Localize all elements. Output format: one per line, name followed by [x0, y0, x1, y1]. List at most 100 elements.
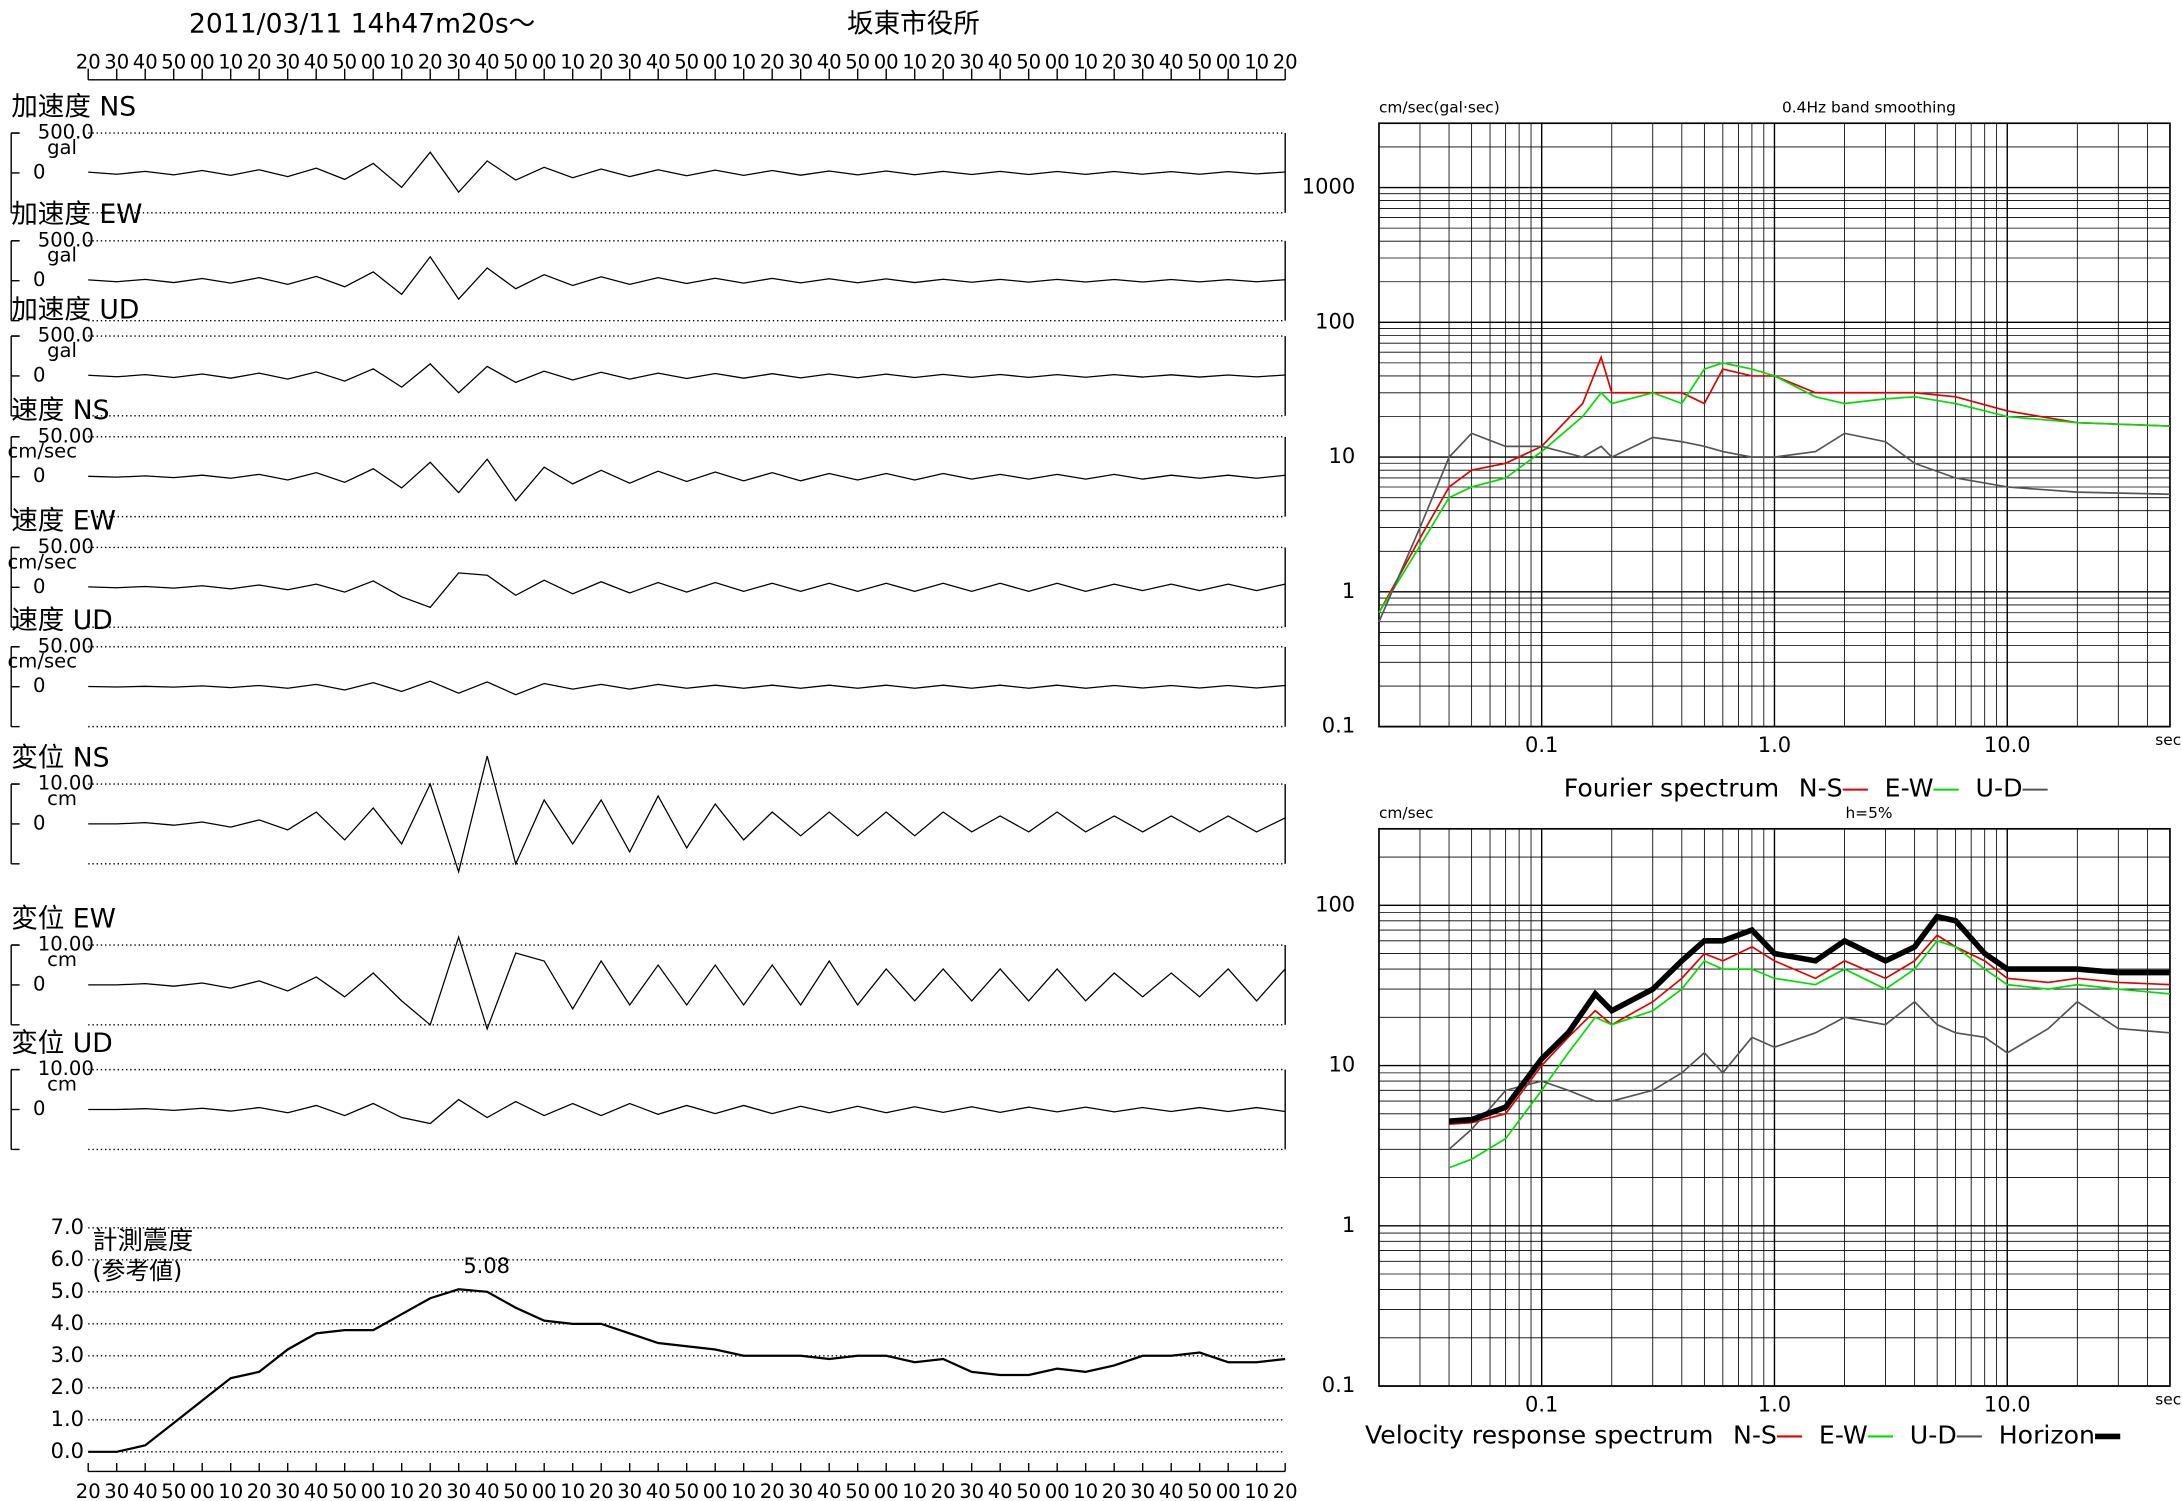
x-tick-label: 20	[247, 1480, 272, 1501]
y-tick-label: 100	[1315, 892, 1355, 916]
x-tick-label: 30	[959, 1480, 984, 1501]
x-tick-label: 50	[503, 1480, 528, 1501]
x-tick-label: 20	[931, 51, 956, 74]
x-axis-label: sec	[2155, 1391, 2181, 1409]
x-tick-label: 30	[1130, 1480, 1155, 1501]
unit-label: cm/sec	[8, 650, 77, 673]
x-tick-label: 20	[589, 1480, 614, 1501]
y-tick-label: 0	[33, 268, 45, 291]
waveform-line	[88, 934, 1286, 1031]
x-tick-label: 50	[332, 51, 357, 74]
spectrum-line	[1378, 362, 2170, 614]
peak-label: 5.08	[463, 1254, 510, 1278]
x-tick-label: 10	[731, 51, 756, 74]
y-tick-label: 50.00	[38, 424, 94, 447]
unit-label: cm	[47, 948, 77, 971]
x-tick-label: 30	[959, 51, 984, 74]
x-tick-label: 10	[902, 1480, 927, 1501]
x-tick-label: 50	[1016, 1480, 1041, 1501]
x-tick-label: 40	[304, 1480, 329, 1501]
legend-title: Fourier spectrum	[1564, 774, 1779, 803]
x-tick-label: 20	[418, 51, 443, 74]
legend-label: U-D	[1910, 1420, 1957, 1449]
y-tick-label: 0	[33, 1097, 45, 1120]
x-tick-label: 0.1	[1525, 733, 1558, 757]
x-tick-label: 40	[1159, 51, 1184, 74]
y-tick-label: 0.0	[51, 1439, 84, 1463]
spectrum-line	[1378, 432, 2170, 623]
x-tick-label: 30	[617, 1480, 642, 1501]
x-tick-label: 00	[532, 1480, 557, 1501]
x-tick-label: 40	[1159, 1480, 1184, 1501]
trace-label: 加速度 UD	[11, 294, 139, 325]
x-tick-label: 20	[247, 51, 272, 74]
trace-label: 加速度 EW	[11, 199, 142, 230]
x-tick-label: 40	[988, 1480, 1013, 1501]
spectrum-line	[1448, 939, 2171, 1169]
x-tick-label: 00	[874, 51, 899, 74]
x-tick-label: 50	[1187, 1480, 1212, 1501]
station-name: 坂東市役所	[847, 9, 980, 40]
x-tick-label: 20	[1102, 51, 1127, 74]
x-tick-label: 10	[1073, 51, 1098, 74]
x-tick-label: 00	[190, 51, 215, 74]
x-tick-label: 50	[845, 1480, 870, 1501]
x-tick-label: 30	[275, 51, 300, 74]
unit-label: gal	[47, 136, 77, 159]
y-tick-label: 5.0	[51, 1279, 84, 1303]
unit-label: cm	[47, 787, 77, 810]
y-tick-label: 0	[33, 811, 45, 834]
x-tick-label: 00	[874, 1480, 899, 1501]
y-tick-label: 0.1	[1322, 1373, 1355, 1397]
spectrum-line	[1378, 354, 2170, 614]
x-tick-label: 50	[1016, 51, 1041, 74]
x-tick-label: 00	[361, 51, 386, 74]
x-tick-label: 10	[1244, 1480, 1269, 1501]
waveform-line	[88, 151, 1286, 194]
spectrum-line	[1448, 1000, 2171, 1150]
y-tick-label: 3.0	[51, 1343, 84, 1367]
x-tick-label: 50	[674, 51, 699, 74]
y-tick-label: 1000	[1302, 175, 1355, 199]
y-tick-label: 0	[33, 674, 45, 697]
chart-title: 計測震度	[92, 1226, 193, 1255]
x-tick-label: 30	[104, 1480, 129, 1501]
x-tick-label: 30	[1130, 51, 1155, 74]
x-tick-label: 30	[446, 51, 471, 74]
x-tick-label: 20	[418, 1480, 443, 1501]
legend-label: N-S	[1733, 1420, 1777, 1449]
y-tick-label: 0	[33, 363, 45, 386]
y-tick-label: 10	[1328, 444, 1355, 468]
waveform-line	[88, 255, 1286, 301]
trace-label: 変位 NS	[11, 742, 109, 773]
waveform-line	[88, 458, 1286, 502]
x-tick-label: 20	[760, 1480, 785, 1501]
legend-label: Horizon	[1999, 1420, 2095, 1449]
x-tick-label: 50	[161, 51, 186, 74]
x-tick-label: 30	[788, 1480, 813, 1501]
y-tick-label: 10.00	[38, 1057, 94, 1080]
x-tick-label: 20	[1273, 1480, 1298, 1501]
x-tick-label: 40	[817, 1480, 842, 1501]
y-tick-label: 50.00	[38, 535, 94, 558]
x-tick-label: 10	[1244, 51, 1269, 74]
x-tick-label: 10	[389, 1480, 414, 1501]
x-tick-label: 20	[1273, 51, 1298, 74]
x-tick-label: 1.0	[1758, 1393, 1791, 1417]
chart-title: 2011/03/11 14h47m20s～	[189, 9, 535, 40]
chart-subtitle: h=5%	[1845, 804, 1892, 822]
legend-label: U-D	[1976, 774, 2023, 803]
y-tick-label: 500.0	[38, 324, 94, 347]
trace-label: 速度 UD	[11, 605, 113, 636]
x-tick-label: 10.0	[1984, 733, 2031, 757]
x-tick-label: 30	[446, 1480, 471, 1501]
x-tick-label: 50	[674, 1480, 699, 1501]
y-tick-label: 10	[1328, 1053, 1355, 1077]
y-tick-label: 1	[1342, 579, 1355, 603]
trace-label: 加速度 NS	[11, 91, 136, 122]
x-tick-label: 30	[788, 51, 813, 74]
y-tick-label: 1.0	[51, 1407, 84, 1431]
x-tick-label: 00	[1216, 51, 1241, 74]
unit-label: cm/sec	[8, 440, 77, 463]
